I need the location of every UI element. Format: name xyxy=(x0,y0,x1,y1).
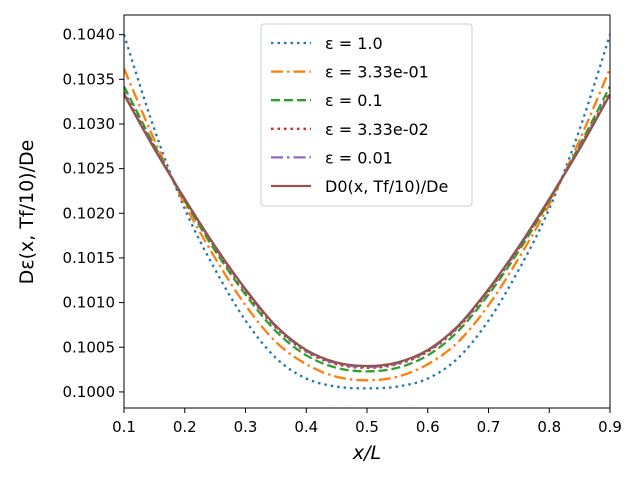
legend-label: ε = 0.01 xyxy=(325,148,393,167)
series-line xyxy=(124,85,610,373)
y-tick-label: 0.1000 xyxy=(63,383,116,401)
x-tick-label: 0.2 xyxy=(173,418,197,436)
y-tick-label: 0.1040 xyxy=(63,26,116,44)
legend: ε = 1.0 ε = 3.33e-01 ε = 0.1 ε = 3.33e-02 ε … xyxy=(260,23,473,207)
legend-frame xyxy=(260,23,473,207)
x-axis-label: x/L xyxy=(352,442,381,464)
x-tick-label: 0.6 xyxy=(416,418,440,436)
x-tick-label: 0.9 xyxy=(598,418,622,436)
y-tick-label: 0.1030 xyxy=(63,115,116,133)
y-axis: 0.1000 0.1005 0.1010 0.1015 0.1020 0.1025 0.10… xyxy=(63,26,124,401)
y-tick-label: 0.1020 xyxy=(63,204,116,222)
series-layer xyxy=(124,34,610,390)
x-tick-label: 0.1 xyxy=(112,418,136,436)
legend-label: D0(x, Tf/10)/De xyxy=(325,177,448,196)
y-axis-label: Dε(x, Tf/10)/De xyxy=(16,140,38,285)
x-tick-label: 0.4 xyxy=(294,418,318,436)
series-line xyxy=(124,68,610,382)
y-tick-label: 0.1015 xyxy=(63,249,116,267)
y-tick-label: 0.1035 xyxy=(63,70,116,88)
series-line xyxy=(124,93,610,368)
legend-label: ε = 3.33e-02 xyxy=(325,120,429,139)
y-tick-label: 0.1025 xyxy=(63,160,116,178)
x-axis: 0.1 0.2 0.3 0.4 0.5 0.6 0.7 0.8 0.9 xyxy=(112,408,622,436)
legend-label: ε = 3.33e-01 xyxy=(325,63,429,82)
x-tick-label: 0.7 xyxy=(477,418,501,436)
y-tick-label: 0.1005 xyxy=(63,338,116,356)
x-tick-label: 0.8 xyxy=(537,418,561,436)
legend-label: ε = 0.1 xyxy=(325,91,383,110)
legend-label: ε = 1.0 xyxy=(325,34,383,53)
y-tick-label: 0.1010 xyxy=(63,294,116,312)
x-tick-label: 0.3 xyxy=(234,418,258,436)
x-tick-label: 0.5 xyxy=(355,418,379,436)
